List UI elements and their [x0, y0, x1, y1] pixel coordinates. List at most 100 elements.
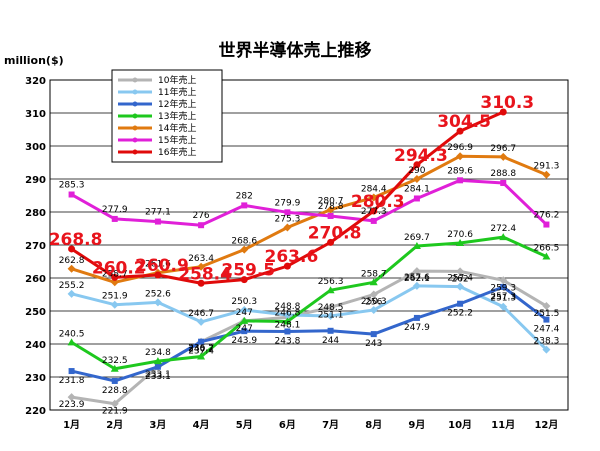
data-label: 233.1 — [145, 370, 171, 380]
data-label: 240.7 — [188, 345, 214, 355]
legend-marker — [132, 89, 138, 95]
data-point — [283, 223, 292, 232]
data-point — [499, 108, 507, 116]
data-point — [456, 127, 464, 135]
data-label-2016: 258.4 — [178, 264, 232, 284]
data-label-2016: 260.2 — [92, 258, 146, 278]
data-label: 259.3 — [490, 283, 516, 293]
data-label: 284.1 — [404, 184, 430, 194]
data-label: 262 — [451, 274, 468, 284]
data-label: 252.2 — [447, 309, 473, 319]
data-label-2016: 304.5 — [437, 112, 491, 132]
legend-entry: 14年売上 — [158, 122, 196, 134]
chart-title: 世界半導体売上推移 — [219, 40, 372, 61]
data-label: 263.4 — [188, 254, 214, 264]
data-label: 243.8 — [275, 336, 301, 346]
data-point — [326, 311, 335, 320]
data-point — [68, 368, 75, 375]
legend-marker — [132, 113, 138, 119]
data-point — [241, 202, 248, 209]
data-point — [240, 276, 248, 284]
data-label: 247.9 — [404, 323, 430, 333]
series-line-3 — [71, 285, 548, 383]
data-point — [241, 328, 248, 335]
data-label: 256.3 — [318, 277, 344, 287]
data-point — [111, 215, 118, 222]
data-point — [197, 262, 206, 271]
data-label: 255.2 — [59, 281, 85, 291]
x-tick-label: 1月 — [63, 419, 80, 431]
data-point — [110, 364, 119, 372]
data-label: 233.1 — [145, 372, 171, 382]
data-label: 250.3 — [361, 297, 387, 307]
data-label: 251.5 — [534, 309, 560, 319]
data-point — [369, 290, 378, 299]
legend-marker — [132, 101, 138, 107]
x-tick-label: 6月 — [279, 419, 296, 431]
legend-marker — [132, 125, 138, 131]
data-point — [499, 233, 508, 241]
data-point — [499, 276, 508, 285]
data-label: 275.3 — [275, 215, 301, 225]
data-label: 279.9 — [275, 198, 301, 208]
data-point — [542, 170, 551, 179]
data-point — [110, 278, 119, 287]
data-point — [369, 278, 378, 286]
data-point — [326, 205, 335, 214]
data-point — [500, 283, 507, 290]
data-label: 296.9 — [447, 143, 473, 153]
data-label-2016: 268.8 — [49, 230, 103, 250]
data-label: 234.8 — [145, 348, 171, 358]
data-point — [153, 357, 162, 365]
data-point — [543, 221, 550, 228]
data-label: 272.4 — [490, 224, 516, 234]
data-label-2016: 280.3 — [351, 192, 405, 212]
y-axis-unit-label: million($) — [4, 54, 64, 67]
data-point — [499, 152, 508, 161]
series-line-2 — [71, 284, 548, 351]
legend-entry: 12年売上 — [158, 98, 196, 110]
data-label-2016: 263.6 — [265, 247, 319, 267]
x-tick-label: 2月 — [106, 419, 123, 431]
legend-entry: 11年売上 — [158, 86, 196, 98]
data-label: 296.7 — [490, 144, 516, 154]
data-point — [283, 310, 292, 319]
data-point — [412, 241, 421, 249]
data-label: 228.8 — [102, 386, 128, 396]
data-label: 243 — [365, 339, 382, 349]
data-point — [197, 352, 206, 360]
y-tick-label: 270 — [25, 241, 46, 252]
x-axis-ticks: 1月 2月 3月 4月 5月 6月 7月 8月 9月 10月 11月 12月 — [63, 419, 558, 431]
data-point — [500, 179, 507, 186]
data-label: 250.3 — [231, 297, 257, 307]
legend-entry: 15年売上 — [158, 134, 196, 146]
x-tick-label: 7月 — [322, 419, 339, 431]
data-label: 236.2 — [188, 344, 214, 354]
data-point — [154, 363, 161, 370]
data-point — [413, 161, 421, 169]
data-label: 257.3 — [490, 292, 516, 302]
data-label: 261.6 — [145, 260, 171, 270]
data-label-2016: 260.9 — [135, 256, 189, 276]
data-label-2016: 310.3 — [480, 93, 534, 113]
x-tick-label: 4月 — [193, 419, 210, 431]
y-axis-ticks: 220 230 240 250 260 270 280 290 300 310 320 — [25, 76, 46, 417]
data-point — [67, 264, 76, 273]
data-point — [413, 314, 420, 321]
data-point — [284, 209, 291, 216]
data-label: 266.5 — [534, 244, 560, 254]
data-label: 262.1 — [404, 274, 430, 284]
x-tick-label: 3月 — [149, 419, 166, 431]
data-label: 262.8 — [59, 256, 85, 266]
data-point — [68, 191, 75, 198]
data-point — [68, 245, 76, 253]
data-point — [543, 316, 550, 323]
x-tick-label: 10月 — [448, 419, 472, 431]
data-point — [370, 207, 378, 215]
data-point — [326, 286, 335, 294]
data-point — [198, 338, 205, 345]
data-point — [456, 239, 465, 247]
x-tick-label: 8月 — [365, 419, 382, 431]
data-point — [198, 222, 205, 229]
